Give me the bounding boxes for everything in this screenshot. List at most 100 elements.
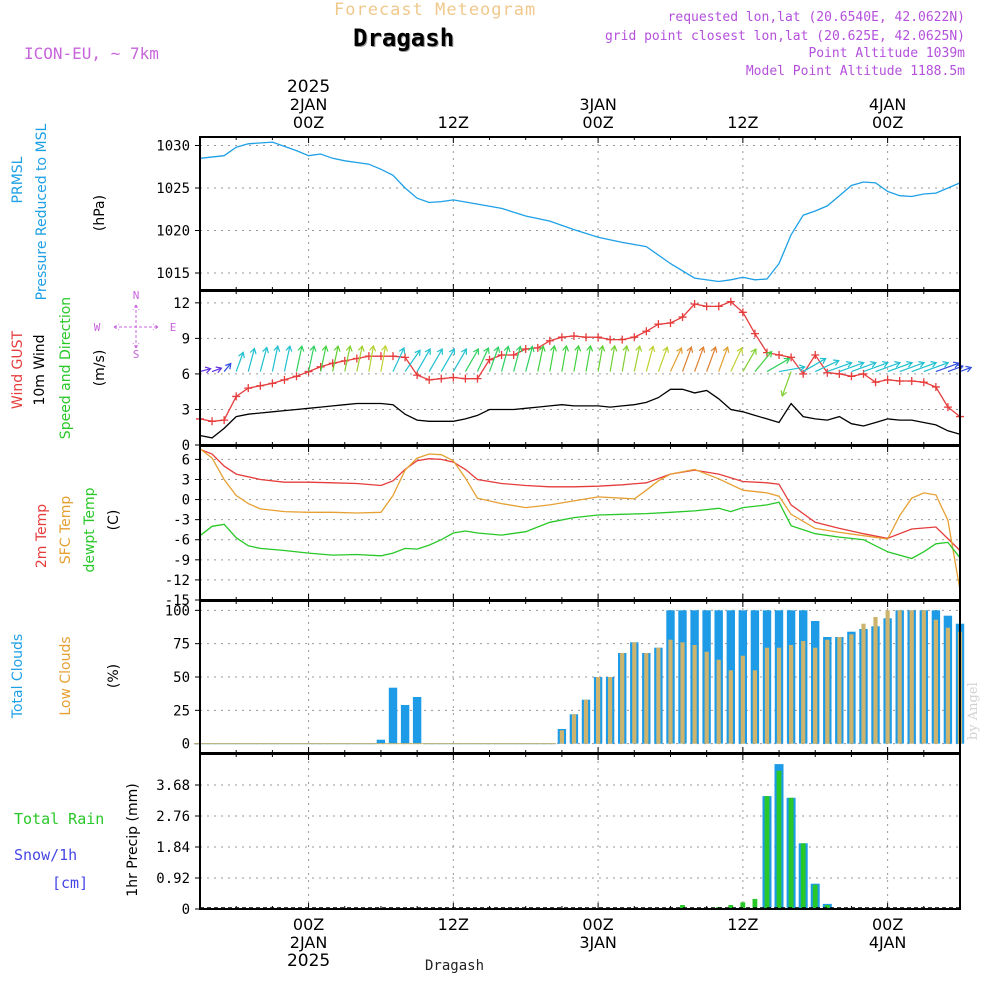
total-cloud-bar [412, 697, 422, 744]
wind-arrow-head [562, 344, 570, 352]
low-cloud-bar [680, 642, 685, 744]
low-cloud-bar [825, 639, 830, 744]
low-cloud-bar [801, 641, 806, 744]
bottom-date-label: 4JAN [869, 933, 907, 952]
low-cloud-bar [933, 619, 938, 744]
wind-arrow-shaft [911, 362, 937, 373]
wind-direction-label: Speed and Direction [58, 297, 74, 439]
wind-arrow-shaft [307, 345, 315, 372]
low-cloud-bar [644, 653, 649, 744]
compass-n: N [133, 289, 140, 302]
gust-marker [895, 377, 904, 386]
gust-label: Wind GUST [10, 330, 26, 409]
wind-arrow-shaft [247, 348, 256, 372]
wind-arrow-shaft [827, 362, 852, 373]
y-tick-label: 6 [182, 367, 190, 383]
gust-marker [787, 353, 796, 362]
wind-arrow-head [819, 357, 827, 364]
gust-marker [582, 333, 591, 342]
low-cloud-bar [849, 634, 854, 744]
y-tick-label: -3 [173, 513, 190, 529]
gust-marker [907, 377, 916, 386]
total-cloud-bar [400, 705, 410, 744]
wind-arrow-shaft [730, 347, 743, 372]
wind-arrow-shaft [766, 358, 790, 373]
top-hour-label: 00Z [582, 113, 613, 132]
panel-frame-precip [199, 753, 961, 910]
wind-label: 10m Wind [32, 334, 48, 405]
wind-arrow-head [698, 345, 706, 353]
wind-arrow-head [238, 351, 245, 359]
wind-arrow-head [750, 347, 757, 355]
low-cloud-bar [813, 647, 818, 744]
y-tick-label: 100 [165, 603, 190, 619]
gust-marker [425, 375, 434, 384]
wind-arrow-head [225, 362, 232, 370]
pressure-label-short: PRMSL [10, 156, 26, 203]
temp-dewpt-label: dewpt Temp [82, 487, 98, 572]
wind-arrow-head [918, 361, 926, 368]
point-altitude: Point Altitude 1039m [808, 46, 965, 61]
wind-arrow-shaft [223, 363, 232, 372]
temp-unit: (C) [106, 510, 122, 531]
low-cloud-bar [945, 627, 950, 744]
gust-marker [606, 335, 615, 344]
wind-arrow-head [273, 345, 281, 352]
gust-marker [883, 375, 892, 384]
rain-bar [788, 797, 794, 909]
wind-arrow-shaft [899, 362, 925, 373]
gust-marker [666, 318, 675, 327]
gust-marker [232, 392, 241, 401]
temp-2m-label: 2m Temp [34, 504, 50, 568]
pressure-label-long: Pressure Reduced to MSL [34, 123, 50, 300]
bottom-year-label: 2025 [287, 951, 330, 971]
wind-arrow-head [249, 347, 257, 355]
low-cloud-bar [885, 610, 890, 744]
gust-marker [871, 378, 880, 387]
gust-marker [473, 374, 482, 383]
wind-arrow-head [515, 345, 523, 353]
wind-arrow-shaft [609, 345, 616, 372]
gust-marker [449, 373, 458, 382]
gust-marker [437, 374, 446, 383]
wind-arrow-head [369, 344, 377, 352]
wind-arrow-head [894, 361, 902, 368]
model-label: ICON-EU, ~ 7km [24, 44, 159, 63]
rain-bar [812, 884, 818, 909]
wind-arrow-shaft [537, 345, 544, 372]
low-cloud-bar [704, 651, 709, 744]
gust-marker [413, 371, 422, 380]
wind-arrow-shaft [344, 345, 351, 372]
wind-arrow-head [686, 345, 694, 353]
y-tick-label: 25 [173, 703, 190, 719]
wind-arrow-shaft [597, 345, 604, 372]
panel-frame-temperature [199, 445, 961, 601]
low-cloud-bar [583, 699, 589, 744]
wind-arrow-head [321, 344, 329, 352]
gust-marker [389, 352, 398, 361]
bottom-date-label: 2JAN [290, 933, 328, 952]
low-cloud-bar [752, 670, 757, 744]
gust-marker [497, 350, 506, 359]
gust-marker [678, 313, 687, 322]
wind-arrow-head [297, 344, 305, 352]
wind-arrow-shaft [488, 346, 499, 372]
wind-arrow-shaft [356, 345, 363, 372]
wind-arrow-shaft [416, 348, 431, 372]
wind-unit: (m/s) [92, 350, 108, 387]
bottom-hour-label: 12Z [438, 915, 469, 934]
wind-arrow-shaft [645, 346, 654, 372]
wind-arrow-head [262, 346, 269, 354]
wind-arrow-shaft [259, 347, 268, 372]
gust-marker [509, 350, 518, 359]
wind-arrow-head [832, 359, 840, 366]
wind-arrow-head [798, 364, 806, 372]
wind-arrow-shaft [211, 367, 222, 373]
wind-arrow-head [527, 345, 535, 353]
low-cloud-bar [632, 642, 637, 744]
wind-arrow-shaft [706, 346, 717, 372]
gust-marker [919, 378, 928, 387]
compass-rose [113, 304, 159, 349]
wind-arrow-shaft [392, 347, 405, 372]
wind-arrow-head [460, 347, 467, 355]
